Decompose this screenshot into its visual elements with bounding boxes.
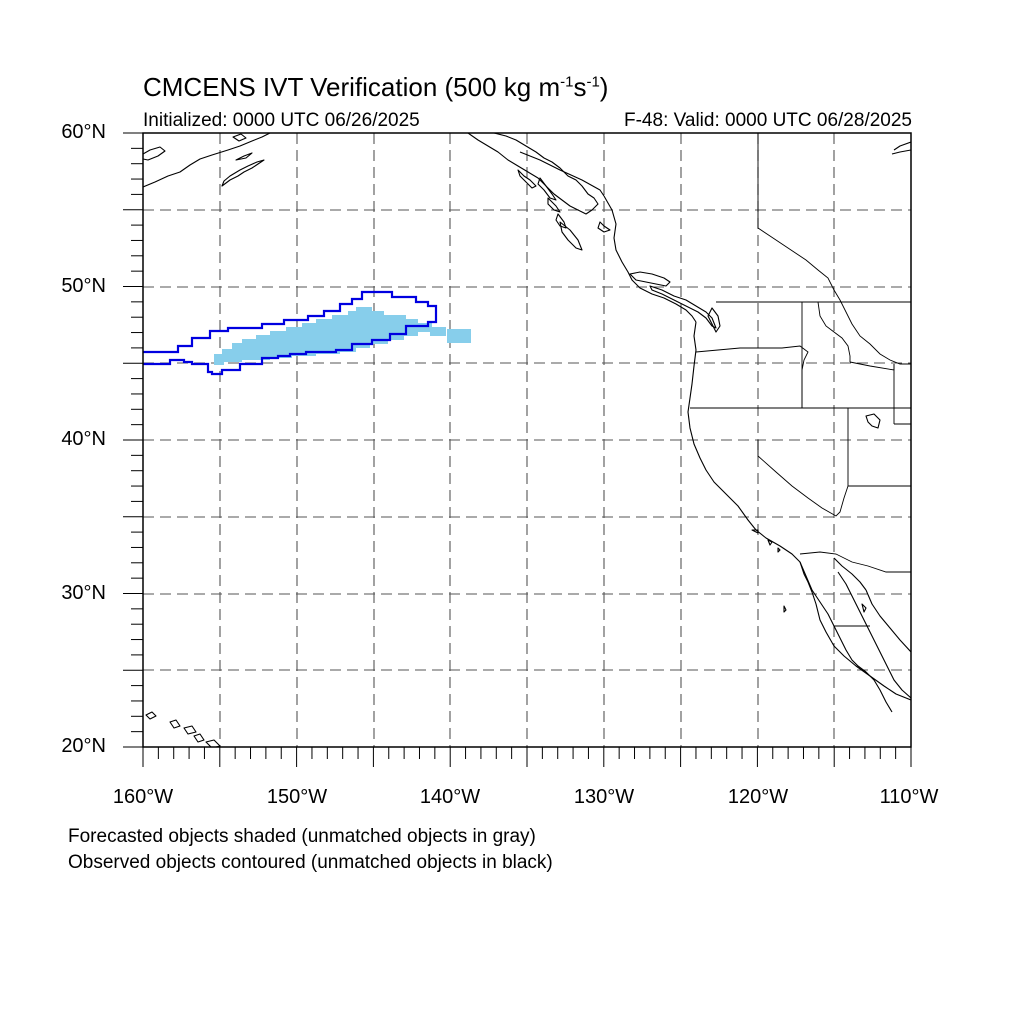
- lon-label-150w: 150°W: [266, 786, 328, 808]
- lon-label-130w: 130°W: [573, 786, 635, 808]
- lon-label-140w: 140°W: [419, 786, 481, 808]
- lat-label-50n: 50°N: [61, 275, 106, 297]
- observed-caption: Observed objects contoured (unmatched ob…: [68, 852, 553, 873]
- valid-time: F-48: Valid: 0000 UTC 06/28/2025: [624, 110, 912, 131]
- lat-label-60n: 60°N: [61, 121, 106, 143]
- observed-ivt-contour: [143, 290, 438, 376]
- lat-lon-grid: [143, 133, 911, 747]
- coastlines: [143, 133, 911, 747]
- initialized-time: Initialized: 0000 UTC 06/26/2025: [143, 110, 420, 131]
- lat-label-30n: 30°N: [61, 582, 106, 604]
- lon-label-110w: 110°W: [879, 786, 939, 808]
- forecast-ivt-object-east: [447, 329, 471, 343]
- political-borders: [690, 133, 911, 627]
- lon-label-120w: 120°W: [727, 786, 789, 808]
- plot-frame: [142, 132, 912, 748]
- lat-label-20n: 20°N: [61, 735, 106, 757]
- map-title: CMCENS IVT Verification (500 kg m-1s-1): [143, 72, 609, 102]
- forecast-ivt-object: [214, 307, 446, 365]
- axis-ticks: [123, 132, 912, 767]
- lon-label-160w: 160°W: [112, 786, 174, 808]
- lat-label-40n: 40°N: [61, 428, 106, 450]
- forecast-caption: Forecasted objects shaded (unmatched obj…: [68, 826, 536, 847]
